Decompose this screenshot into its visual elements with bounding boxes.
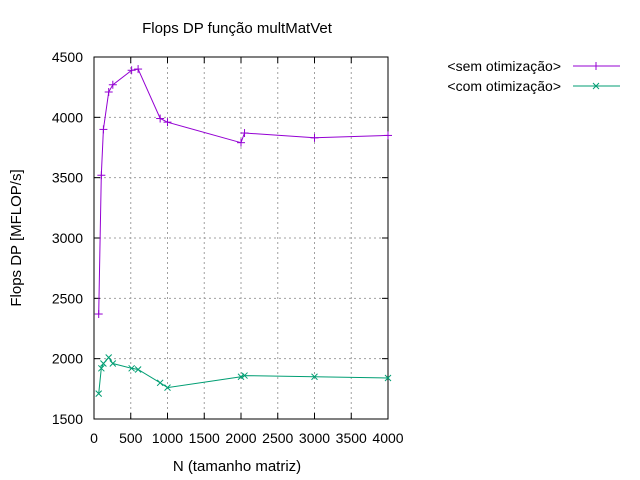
data-point [384, 131, 392, 140]
x-tick-label: 4000 [372, 430, 403, 446]
plus-marker [592, 62, 600, 70]
data-point [127, 66, 136, 75]
x-tick-label: 2000 [225, 430, 256, 446]
data-point [97, 171, 106, 180]
y-tick-label: 1500 [52, 411, 83, 427]
chart-title: Flops DP função multMatVet [142, 20, 333, 37]
data-point [104, 87, 113, 96]
legend: <sem otimização> <com otimização> [447, 58, 620, 94]
data-point [310, 133, 319, 142]
x-tick-label: 500 [119, 430, 143, 446]
data-point [240, 129, 249, 138]
data-point [156, 114, 165, 123]
data-point [134, 65, 143, 74]
data-point [97, 364, 105, 372]
data-point [94, 310, 103, 319]
y-tick-label: 2500 [52, 290, 83, 306]
x-tick-label: 3500 [336, 430, 367, 446]
data-point [164, 384, 171, 391]
data-point [99, 125, 108, 134]
y-tick-label: 3500 [52, 170, 83, 186]
grid-lines [94, 57, 388, 419]
data-point [95, 390, 103, 398]
y-tick-label: 3000 [52, 230, 83, 246]
x-axis: 0 500 1000 1500 2000 2500 3000 3500 4000 [90, 57, 404, 446]
x-tick-label: 1500 [189, 430, 220, 446]
series-2 [95, 354, 392, 398]
y-axis: 1500 2000 2500 3000 3500 4000 4500 [52, 49, 388, 427]
data-point [384, 374, 392, 382]
legend-entry: <com otimização> [447, 78, 620, 94]
x-axis-title: N (tamanho matriz) [173, 458, 301, 475]
series-1 [94, 65, 392, 319]
series-layer [94, 65, 392, 398]
data-point [105, 354, 113, 361]
x-tick-label: 2500 [262, 430, 293, 446]
data-point [241, 372, 248, 379]
y-tick-label: 2000 [52, 351, 83, 367]
series-line [98, 356, 389, 394]
legend-label: <com otimização> [447, 78, 561, 94]
data-point [311, 373, 318, 381]
data-point [109, 360, 117, 367]
data-point [128, 364, 135, 372]
data-point [108, 80, 117, 89]
x-tick-label: 0 [90, 430, 98, 446]
legend-entry: <sem otimização> [447, 58, 620, 74]
x-marker [592, 82, 600, 90]
data-point [237, 138, 245, 147]
series-line [98, 68, 389, 315]
data-point [163, 118, 172, 127]
data-point [156, 379, 164, 387]
y-tick-label: 4500 [52, 49, 83, 65]
x-tick-label: 1000 [152, 430, 183, 446]
data-point [100, 360, 107, 367]
legend-label: <sem otimização> [447, 58, 561, 74]
data-point [134, 366, 142, 373]
y-axis-title: Flops DP [MFLOP/s] [8, 169, 25, 306]
y-tick-label: 4000 [52, 109, 83, 125]
data-point [237, 373, 245, 381]
x-tick-label: 3000 [299, 430, 330, 446]
